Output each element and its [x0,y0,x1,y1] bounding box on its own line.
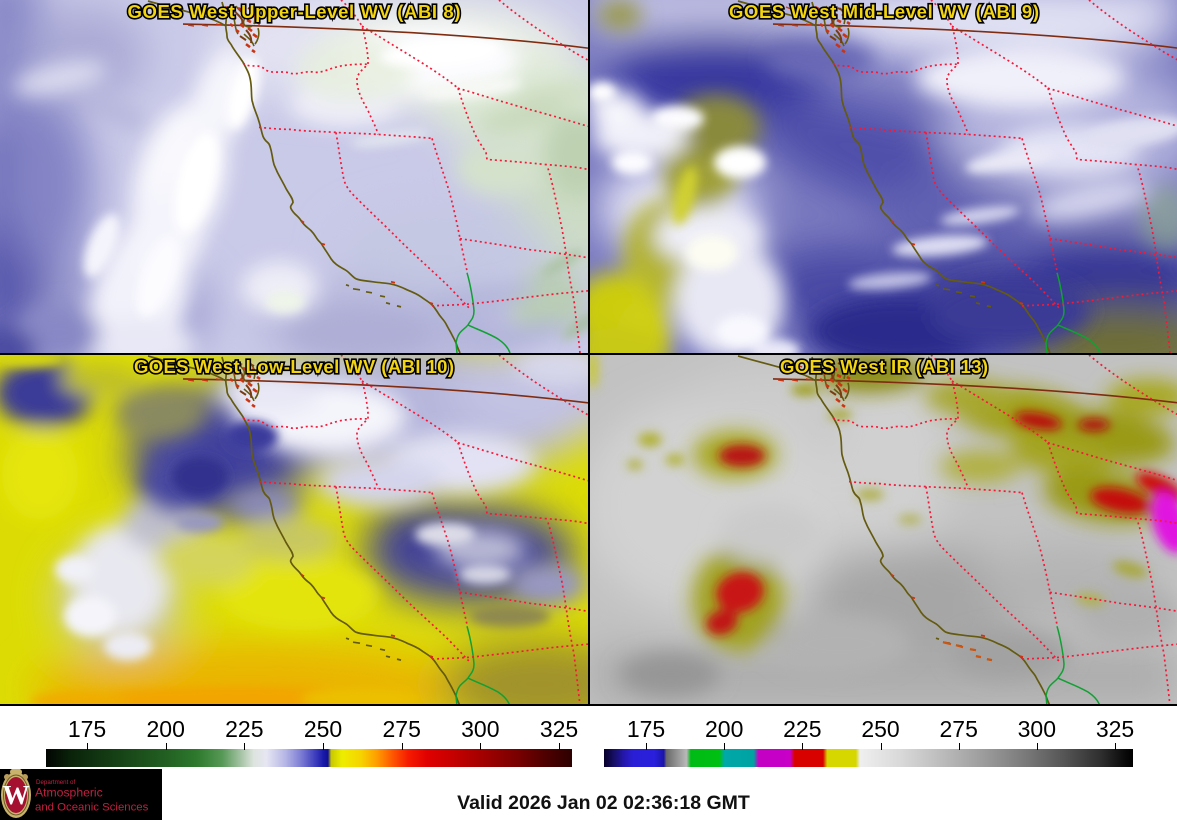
svg-text:GOES West Mid-Level WV (ABI 9): GOES West Mid-Level WV (ABI 9) [729,1,1039,22]
svg-text:and Oceanic Sciences: and Oceanic Sciences [35,802,149,814]
svg-text:Department of: Department of [36,779,75,786]
svg-text:GOES West Low-Level WV (ABI 10: GOES West Low-Level WV (ABI 10) [134,356,454,377]
svg-text:GOES West IR (ABI 13): GOES West IR (ABI 13) [780,356,988,377]
svg-text:Atmospheric: Atmospheric [35,786,103,800]
svg-text:GOES West Upper-Level WV (ABI: GOES West Upper-Level WV (ABI 8) [128,1,461,22]
svg-text:W: W [3,780,30,810]
